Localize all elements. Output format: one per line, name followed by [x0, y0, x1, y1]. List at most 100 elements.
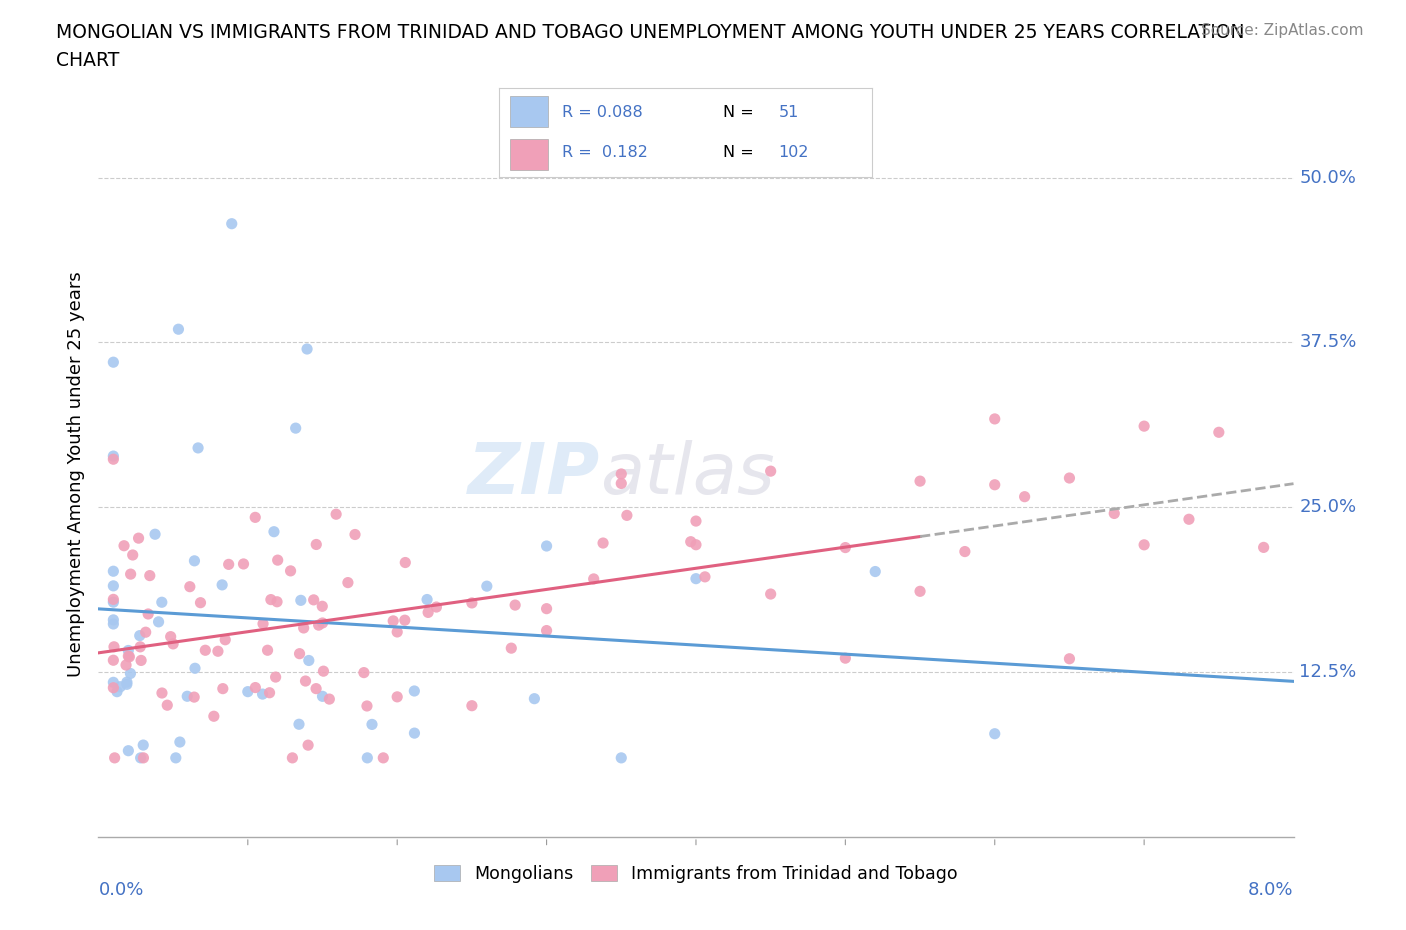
- Point: [115, 674, 138, 689]
- Point: [582, 571, 605, 586]
- Point: [103, 675, 125, 690]
- Point: [194, 643, 217, 658]
- Point: [105, 684, 128, 699]
- Text: ZIP: ZIP: [468, 440, 600, 509]
- Point: [984, 411, 1007, 426]
- Point: [394, 555, 416, 570]
- Text: Source: ZipAtlas.com: Source: ZipAtlas.com: [1201, 23, 1364, 38]
- Point: [679, 534, 702, 549]
- Point: [284, 420, 307, 435]
- Point: [179, 579, 201, 594]
- Point: [218, 557, 240, 572]
- Point: [118, 649, 141, 664]
- Point: [187, 441, 209, 456]
- Point: [129, 751, 152, 765]
- Point: [190, 595, 212, 610]
- Point: [211, 681, 233, 696]
- Text: 50.0%: 50.0%: [1299, 168, 1357, 187]
- Point: [159, 630, 181, 644]
- Point: [128, 628, 150, 643]
- Point: [394, 613, 416, 628]
- Y-axis label: Unemployment Among Youth under 25 years: Unemployment Among Youth under 25 years: [66, 272, 84, 677]
- Point: [259, 685, 281, 700]
- Point: [103, 653, 125, 668]
- Point: [143, 526, 166, 541]
- Point: [325, 507, 347, 522]
- Point: [280, 564, 302, 578]
- Point: [759, 587, 782, 602]
- Point: [115, 677, 138, 692]
- Point: [311, 599, 333, 614]
- Point: [290, 593, 312, 608]
- Point: [103, 591, 125, 606]
- Point: [207, 644, 229, 658]
- Point: [1178, 512, 1201, 526]
- Point: [984, 726, 1007, 741]
- FancyBboxPatch shape: [510, 97, 547, 127]
- Point: [475, 578, 498, 593]
- Point: [148, 615, 170, 630]
- Point: [132, 751, 155, 765]
- Text: 102: 102: [779, 145, 808, 160]
- Point: [103, 680, 125, 695]
- Point: [103, 594, 125, 609]
- Text: 51: 51: [779, 105, 799, 120]
- Point: [103, 578, 125, 593]
- Text: 25.0%: 25.0%: [1299, 498, 1357, 516]
- Text: 0.0%: 0.0%: [98, 881, 143, 898]
- Point: [1104, 506, 1126, 521]
- Point: [202, 709, 225, 724]
- Point: [953, 544, 976, 559]
- Point: [103, 564, 125, 578]
- Point: [214, 632, 236, 647]
- Point: [129, 640, 152, 655]
- Point: [536, 601, 558, 616]
- Point: [264, 670, 287, 684]
- Point: [297, 737, 319, 752]
- FancyBboxPatch shape: [510, 139, 547, 169]
- Point: [232, 556, 254, 571]
- Point: [103, 354, 125, 369]
- Point: [288, 717, 311, 732]
- Point: [165, 751, 187, 765]
- Point: [356, 751, 378, 765]
- Point: [616, 508, 638, 523]
- Point: [461, 595, 484, 610]
- Point: [984, 477, 1007, 492]
- Point: [865, 565, 887, 579]
- Point: [834, 651, 856, 666]
- Point: [685, 538, 707, 552]
- Text: N =: N =: [723, 145, 754, 160]
- Point: [294, 673, 316, 688]
- Point: [132, 737, 155, 752]
- Point: [260, 592, 283, 607]
- Point: [128, 531, 150, 546]
- Point: [150, 685, 173, 700]
- Point: [693, 569, 716, 584]
- Point: [425, 600, 447, 615]
- Point: [252, 686, 274, 701]
- Point: [103, 448, 125, 463]
- Point: [610, 476, 633, 491]
- Point: [221, 217, 243, 232]
- Point: [103, 613, 125, 628]
- Point: [1208, 425, 1230, 440]
- Legend: Mongolians, Immigrants from Trinidad and Tobago: Mongolians, Immigrants from Trinidad and…: [427, 858, 965, 890]
- Point: [176, 689, 198, 704]
- Point: [120, 566, 142, 581]
- Point: [256, 643, 278, 658]
- Text: CHART: CHART: [56, 51, 120, 70]
- Point: [501, 641, 523, 656]
- Point: [312, 664, 335, 679]
- Point: [416, 592, 439, 607]
- Point: [1059, 471, 1081, 485]
- Point: [162, 636, 184, 651]
- Point: [266, 594, 288, 609]
- Text: 37.5%: 37.5%: [1299, 334, 1357, 352]
- Point: [592, 536, 614, 551]
- Point: [908, 584, 931, 599]
- Point: [129, 653, 152, 668]
- Point: [121, 548, 143, 563]
- Point: [685, 571, 707, 586]
- Point: [318, 692, 340, 707]
